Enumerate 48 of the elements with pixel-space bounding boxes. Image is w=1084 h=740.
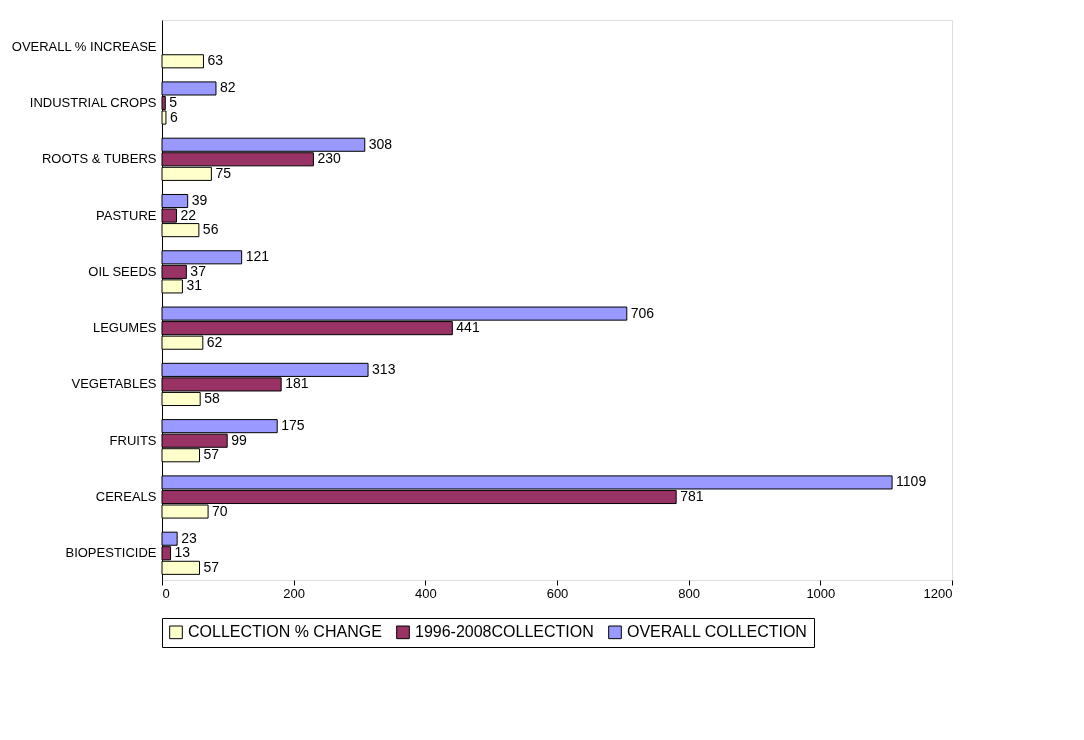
x-tick-label: 1200 (923, 585, 953, 601)
y-tick-label: CEREALS (95, 488, 157, 504)
data-label: 31 (186, 277, 203, 294)
data-label: 99 (231, 431, 247, 448)
y-tick-label: PASTURE (96, 207, 157, 223)
data-label: 39 (191, 192, 208, 209)
data-label: 70 (212, 502, 228, 519)
data-label: 441 (456, 319, 480, 336)
x-tick-label: 400 (414, 585, 437, 601)
legend-label: OVERALL COLLECTION (627, 623, 807, 641)
x-tick-label: 1000 (806, 585, 836, 601)
data-label: 82 (219, 79, 236, 96)
data-label: 121 (245, 248, 270, 265)
data-label: 230 (317, 150, 341, 167)
data-label: 58 (204, 389, 220, 406)
data-label: 706 (630, 304, 655, 321)
data-label: 13 (174, 544, 191, 561)
x-tick-label: 200 (283, 585, 306, 601)
data-label: 57 (203, 446, 220, 463)
data-label: 57 (203, 558, 220, 575)
y-tick-label: VEGETABLES (71, 376, 157, 392)
y-tick-label: BIOPESTICIDE (65, 545, 157, 561)
data-label: 308 (368, 135, 393, 152)
legend-label: COLLECTION % CHANGE (188, 623, 382, 641)
x-tick-label: 800 (678, 585, 701, 601)
data-label: 313 (372, 360, 396, 377)
x-tick-label: 0 (162, 585, 170, 601)
data-label: 23 (181, 529, 197, 546)
x-tick-label: 600 (546, 585, 569, 601)
y-tick-label: FRUITS (109, 432, 157, 448)
data-label: 781 (680, 487, 704, 504)
data-label: 6 (169, 108, 178, 125)
data-label: 56 (202, 221, 219, 238)
data-label: 1109 (896, 473, 927, 490)
y-tick-label: INDUSTRIAL CROPS (29, 95, 157, 111)
y-tick-label: OVERALL % INCREASE (11, 38, 157, 54)
y-tick-label: ROOTS & TUBERS (41, 151, 157, 167)
data-label: 75 (215, 164, 232, 181)
data-label: 37 (190, 262, 207, 279)
y-tick-label: OIL SEEDS (88, 263, 157, 279)
data-label: 62 (206, 333, 223, 350)
data-label: 181 (285, 375, 309, 392)
data-label: 63 (207, 52, 224, 69)
data-label: 175 (281, 417, 305, 434)
data-label: 22 (180, 206, 197, 223)
data-label: 5 (169, 94, 178, 111)
y-tick-label: LEGUMES (92, 320, 157, 336)
legend-label: 1996-2008COLLECTION (415, 623, 594, 641)
